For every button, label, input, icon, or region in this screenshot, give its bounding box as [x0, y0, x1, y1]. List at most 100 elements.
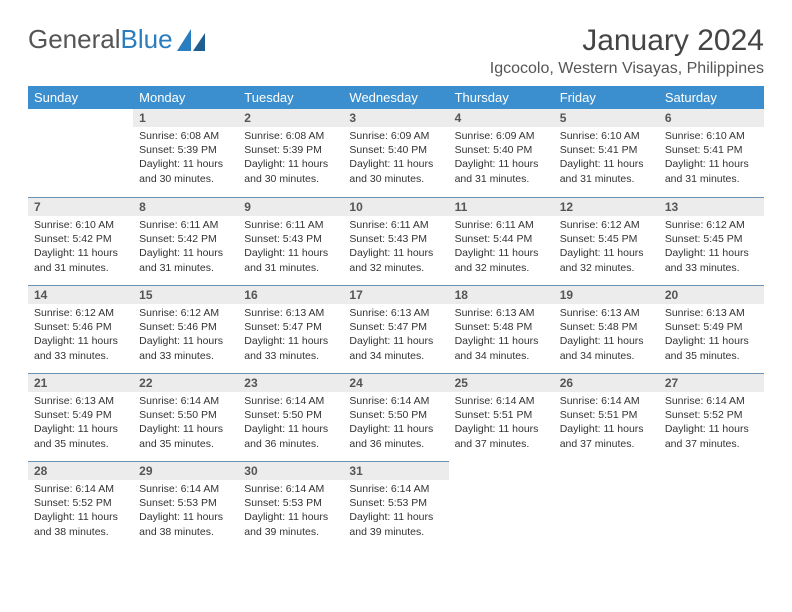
day-header: Thursday	[449, 86, 554, 109]
sunrise-text: Sunrise: 6:14 AM	[560, 394, 653, 408]
sunrise-text: Sunrise: 6:11 AM	[139, 218, 232, 232]
calendar-cell	[659, 461, 764, 549]
sunrise-text: Sunrise: 6:10 AM	[560, 129, 653, 143]
sunset-text: Sunset: 5:49 PM	[34, 408, 127, 422]
sunrise-text: Sunrise: 6:10 AM	[665, 129, 758, 143]
daylight-text: Daylight: 11 hours and 32 minutes.	[455, 246, 548, 274]
daylight-text: Daylight: 11 hours and 30 minutes.	[349, 157, 442, 185]
sunset-text: Sunset: 5:50 PM	[244, 408, 337, 422]
sunrise-text: Sunrise: 6:14 AM	[349, 482, 442, 496]
header: GeneralBlue January 2024 Igcocolo, Weste…	[28, 24, 764, 78]
sunset-text: Sunset: 5:53 PM	[139, 496, 232, 510]
calendar-cell: 4Sunrise: 6:09 AMSunset: 5:40 PMDaylight…	[449, 109, 554, 197]
sunset-text: Sunset: 5:45 PM	[560, 232, 653, 246]
daylight-text: Daylight: 11 hours and 31 minutes.	[34, 246, 127, 274]
day-info: Sunrise: 6:14 AMSunset: 5:50 PMDaylight:…	[133, 392, 238, 457]
sunrise-text: Sunrise: 6:08 AM	[244, 129, 337, 143]
sunrise-text: Sunrise: 6:12 AM	[665, 218, 758, 232]
calendar-cell: 24Sunrise: 6:14 AMSunset: 5:50 PMDayligh…	[343, 373, 448, 461]
calendar-cell: 9Sunrise: 6:11 AMSunset: 5:43 PMDaylight…	[238, 197, 343, 285]
calendar-cell: 6Sunrise: 6:10 AMSunset: 5:41 PMDaylight…	[659, 109, 764, 197]
daylight-text: Daylight: 11 hours and 37 minutes.	[560, 422, 653, 450]
sunset-text: Sunset: 5:50 PM	[139, 408, 232, 422]
daylight-text: Daylight: 11 hours and 37 minutes.	[455, 422, 548, 450]
calendar-cell: 29Sunrise: 6:14 AMSunset: 5:53 PMDayligh…	[133, 461, 238, 549]
daylight-text: Daylight: 11 hours and 38 minutes.	[34, 510, 127, 538]
daylight-text: Daylight: 11 hours and 36 minutes.	[244, 422, 337, 450]
title-block: January 2024 Igcocolo, Western Visayas, …	[490, 24, 764, 78]
day-number: 22	[133, 373, 238, 392]
sunrise-text: Sunrise: 6:11 AM	[349, 218, 442, 232]
day-info: Sunrise: 6:09 AMSunset: 5:40 PMDaylight:…	[343, 127, 448, 192]
day-number: 11	[449, 197, 554, 216]
day-header: Saturday	[659, 86, 764, 109]
calendar-cell	[554, 461, 659, 549]
sunrise-text: Sunrise: 6:13 AM	[665, 306, 758, 320]
calendar-cell: 2Sunrise: 6:08 AMSunset: 5:39 PMDaylight…	[238, 109, 343, 197]
calendar-cell: 28Sunrise: 6:14 AMSunset: 5:52 PMDayligh…	[28, 461, 133, 549]
calendar-cell: 26Sunrise: 6:14 AMSunset: 5:51 PMDayligh…	[554, 373, 659, 461]
sunrise-text: Sunrise: 6:12 AM	[560, 218, 653, 232]
calendar-cell: 16Sunrise: 6:13 AMSunset: 5:47 PMDayligh…	[238, 285, 343, 373]
sunset-text: Sunset: 5:53 PM	[244, 496, 337, 510]
day-info: Sunrise: 6:12 AMSunset: 5:46 PMDaylight:…	[28, 304, 133, 369]
day-info: Sunrise: 6:11 AMSunset: 5:43 PMDaylight:…	[238, 216, 343, 281]
sunrise-text: Sunrise: 6:09 AM	[455, 129, 548, 143]
location: Igcocolo, Western Visayas, Philippines	[490, 60, 764, 78]
daylight-text: Daylight: 11 hours and 30 minutes.	[139, 157, 232, 185]
calendar-cell: 15Sunrise: 6:12 AMSunset: 5:46 PMDayligh…	[133, 285, 238, 373]
calendar-week-row: 1Sunrise: 6:08 AMSunset: 5:39 PMDaylight…	[28, 109, 764, 197]
day-info: Sunrise: 6:13 AMSunset: 5:48 PMDaylight:…	[449, 304, 554, 369]
day-number: 17	[343, 285, 448, 304]
daylight-text: Daylight: 11 hours and 33 minutes.	[665, 246, 758, 274]
day-number: 20	[659, 285, 764, 304]
sunset-text: Sunset: 5:52 PM	[665, 408, 758, 422]
day-info: Sunrise: 6:12 AMSunset: 5:45 PMDaylight:…	[659, 216, 764, 281]
sunset-text: Sunset: 5:43 PM	[244, 232, 337, 246]
calendar-cell	[449, 461, 554, 549]
calendar-cell: 5Sunrise: 6:10 AMSunset: 5:41 PMDaylight…	[554, 109, 659, 197]
sunrise-text: Sunrise: 6:13 AM	[34, 394, 127, 408]
calendar-week-row: 14Sunrise: 6:12 AMSunset: 5:46 PMDayligh…	[28, 285, 764, 373]
day-info: Sunrise: 6:14 AMSunset: 5:50 PMDaylight:…	[238, 392, 343, 457]
calendar-cell: 27Sunrise: 6:14 AMSunset: 5:52 PMDayligh…	[659, 373, 764, 461]
calendar-cell: 3Sunrise: 6:09 AMSunset: 5:40 PMDaylight…	[343, 109, 448, 197]
day-info: Sunrise: 6:14 AMSunset: 5:53 PMDaylight:…	[238, 480, 343, 545]
sunset-text: Sunset: 5:51 PM	[455, 408, 548, 422]
daylight-text: Daylight: 11 hours and 33 minutes.	[244, 334, 337, 362]
sunrise-text: Sunrise: 6:14 AM	[139, 482, 232, 496]
sunset-text: Sunset: 5:46 PM	[139, 320, 232, 334]
daylight-text: Daylight: 11 hours and 31 minutes.	[560, 157, 653, 185]
sunrise-text: Sunrise: 6:10 AM	[34, 218, 127, 232]
day-number: 18	[449, 285, 554, 304]
daylight-text: Daylight: 11 hours and 34 minutes.	[349, 334, 442, 362]
daylight-text: Daylight: 11 hours and 31 minutes.	[244, 246, 337, 274]
logo: GeneralBlue	[28, 24, 205, 55]
sunrise-text: Sunrise: 6:11 AM	[244, 218, 337, 232]
day-info: Sunrise: 6:10 AMSunset: 5:41 PMDaylight:…	[554, 127, 659, 192]
day-info: Sunrise: 6:08 AMSunset: 5:39 PMDaylight:…	[238, 127, 343, 192]
day-info: Sunrise: 6:14 AMSunset: 5:52 PMDaylight:…	[659, 392, 764, 457]
calendar-cell: 8Sunrise: 6:11 AMSunset: 5:42 PMDaylight…	[133, 197, 238, 285]
day-header: Monday	[133, 86, 238, 109]
logo-sail-icon	[177, 29, 205, 51]
calendar-cell: 30Sunrise: 6:14 AMSunset: 5:53 PMDayligh…	[238, 461, 343, 549]
day-header-row: Sunday Monday Tuesday Wednesday Thursday…	[28, 86, 764, 109]
daylight-text: Daylight: 11 hours and 30 minutes.	[244, 157, 337, 185]
calendar-week-row: 21Sunrise: 6:13 AMSunset: 5:49 PMDayligh…	[28, 373, 764, 461]
sunset-text: Sunset: 5:52 PM	[34, 496, 127, 510]
day-number: 3	[343, 109, 448, 127]
calendar-cell: 23Sunrise: 6:14 AMSunset: 5:50 PMDayligh…	[238, 373, 343, 461]
sunrise-text: Sunrise: 6:09 AM	[349, 129, 442, 143]
sunrise-text: Sunrise: 6:14 AM	[139, 394, 232, 408]
sunset-text: Sunset: 5:41 PM	[665, 143, 758, 157]
calendar-cell	[28, 109, 133, 197]
logo-text-2: Blue	[121, 24, 173, 55]
sunset-text: Sunset: 5:39 PM	[139, 143, 232, 157]
day-number: 15	[133, 285, 238, 304]
calendar-cell: 14Sunrise: 6:12 AMSunset: 5:46 PMDayligh…	[28, 285, 133, 373]
daylight-text: Daylight: 11 hours and 34 minutes.	[455, 334, 548, 362]
calendar-week-row: 7Sunrise: 6:10 AMSunset: 5:42 PMDaylight…	[28, 197, 764, 285]
calendar-cell: 7Sunrise: 6:10 AMSunset: 5:42 PMDaylight…	[28, 197, 133, 285]
day-info: Sunrise: 6:09 AMSunset: 5:40 PMDaylight:…	[449, 127, 554, 192]
